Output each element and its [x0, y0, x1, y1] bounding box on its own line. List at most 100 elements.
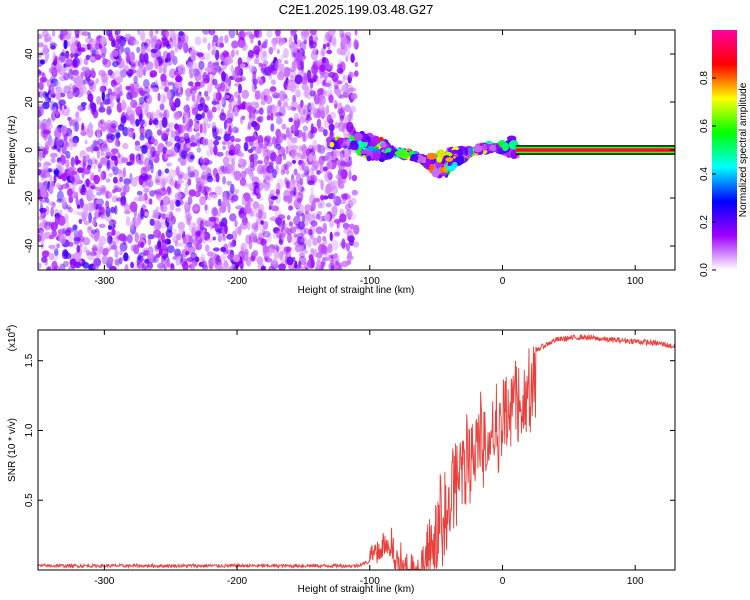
- heatmap-cell: [121, 157, 129, 164]
- heatmap-cell: [222, 176, 227, 185]
- heatmap-cell: [183, 124, 190, 132]
- heatmap-cell: [39, 77, 48, 83]
- heatmap-cell: [350, 56, 356, 62]
- heatmap-cell: [162, 195, 171, 206]
- heatmap-cell: [326, 49, 333, 55]
- heatmap-cell: [111, 40, 116, 48]
- heatmap-cell: [348, 71, 355, 79]
- heatmap-cell: [222, 196, 230, 207]
- heatmap-cell: [313, 166, 318, 171]
- heatmap-cell: [145, 63, 152, 72]
- heatmap-cell: [152, 209, 159, 220]
- heatmap-cell: [283, 66, 291, 78]
- heatmap-cell: [347, 194, 352, 200]
- heatmap-cell: [144, 129, 153, 140]
- heatmap-cell: [157, 55, 165, 64]
- heatmap-cell: [98, 223, 106, 229]
- heatmap-cell: [320, 244, 328, 254]
- heatmap-cell: [238, 157, 244, 165]
- heatmap-cell: [180, 150, 188, 160]
- heatmap-cell: [212, 78, 218, 86]
- heatmap-cell: [187, 166, 191, 174]
- heatmap-cell: [291, 159, 297, 164]
- heatmap-cell: [64, 58, 72, 65]
- heatmap-cell: [221, 71, 226, 82]
- heatmap-cell: [211, 194, 218, 199]
- heatmap-cell: [317, 254, 321, 262]
- heatmap-cell: [100, 46, 107, 56]
- heatmap-cell: [123, 235, 128, 242]
- heatmap-cell: [178, 173, 184, 179]
- heatmap-cell: [99, 184, 107, 193]
- heatmap-cell: [106, 123, 112, 134]
- heatmap-cell: [321, 106, 327, 111]
- heatmap-cell: [127, 72, 132, 78]
- heatmap-cell: [201, 164, 208, 172]
- heatmap-cell: [280, 54, 285, 60]
- heatmap-cell: [330, 239, 339, 251]
- heatmap-cell: [286, 214, 291, 221]
- heatmap-cell: [44, 37, 49, 43]
- heatmap-cell: [140, 45, 146, 55]
- heatmap-cell: [108, 173, 113, 177]
- colorbar-bar: [712, 30, 737, 270]
- heatmap-cell: [239, 213, 246, 220]
- y-tick-label: 1.0: [24, 423, 35, 437]
- heatmap-cell: [337, 63, 343, 70]
- heatmap-cell: [81, 31, 90, 37]
- heatmap-cell: [139, 233, 144, 240]
- heatmap-cell: [38, 42, 44, 48]
- heatmap-cell: [241, 89, 250, 99]
- heatmap-cell: [159, 103, 165, 110]
- heatmap-cell: [238, 39, 246, 49]
- heatmap-cell: [78, 218, 83, 225]
- heatmap-cell: [49, 76, 54, 84]
- heatmap-cell: [91, 184, 97, 190]
- heatmap-cell: [303, 227, 310, 235]
- heatmap-cell: [170, 50, 175, 60]
- heatmap-cell: [276, 182, 281, 193]
- heatmap-cell: [370, 141, 376, 148]
- heatmap-cell: [85, 249, 91, 256]
- heatmap-cell: [81, 185, 86, 194]
- heatmap-cell: [67, 116, 71, 121]
- heatmap-cell: [146, 261, 153, 270]
- heatmap-cell: [220, 82, 226, 92]
- heatmap-cell: [143, 87, 151, 94]
- heatmap-cell: [174, 98, 181, 108]
- heatmap-cell: [126, 106, 133, 116]
- heatmap-cell: [312, 237, 318, 246]
- snr-y-label: SNR (10 * v/v): [7, 418, 18, 482]
- heatmap-cell: [262, 244, 269, 254]
- heatmap-cell: [335, 89, 341, 97]
- heatmap-cell: [222, 250, 229, 255]
- heatmap-cell: [129, 114, 135, 125]
- heatmap-cell: [294, 260, 298, 269]
- heatmap-cell: [143, 249, 149, 256]
- heatmap-cell: [293, 168, 298, 176]
- heatmap-cell: [288, 67, 297, 72]
- heatmap-cell: [43, 163, 49, 172]
- heatmap-cell: [72, 53, 79, 58]
- heatmap-cell: [151, 36, 157, 42]
- heatmap-cell: [252, 201, 260, 209]
- heatmap-cell: [277, 99, 281, 108]
- heatmap-cell: [170, 263, 174, 269]
- heatmap-cell: [144, 211, 149, 217]
- heatmap-cell: [160, 180, 166, 191]
- heatmap-cell: [111, 244, 118, 251]
- heatmap-cell: [247, 221, 251, 231]
- heatmap-cell: [318, 65, 327, 75]
- snr-x-ticks: -300 -200 -100 0 100: [94, 330, 644, 587]
- heatmap-cell: [245, 31, 253, 36]
- heatmap-cell: [217, 234, 223, 243]
- heatmap-cell: [237, 94, 241, 106]
- heatmap-cell: [183, 113, 190, 122]
- heatmap-cell: [64, 213, 69, 223]
- heatmap-cell: [207, 251, 214, 257]
- heatmap-cell: [295, 89, 301, 98]
- heatmap-cell: [234, 219, 238, 228]
- snr-series-line: [38, 333, 675, 570]
- heatmap-cell: [188, 68, 192, 74]
